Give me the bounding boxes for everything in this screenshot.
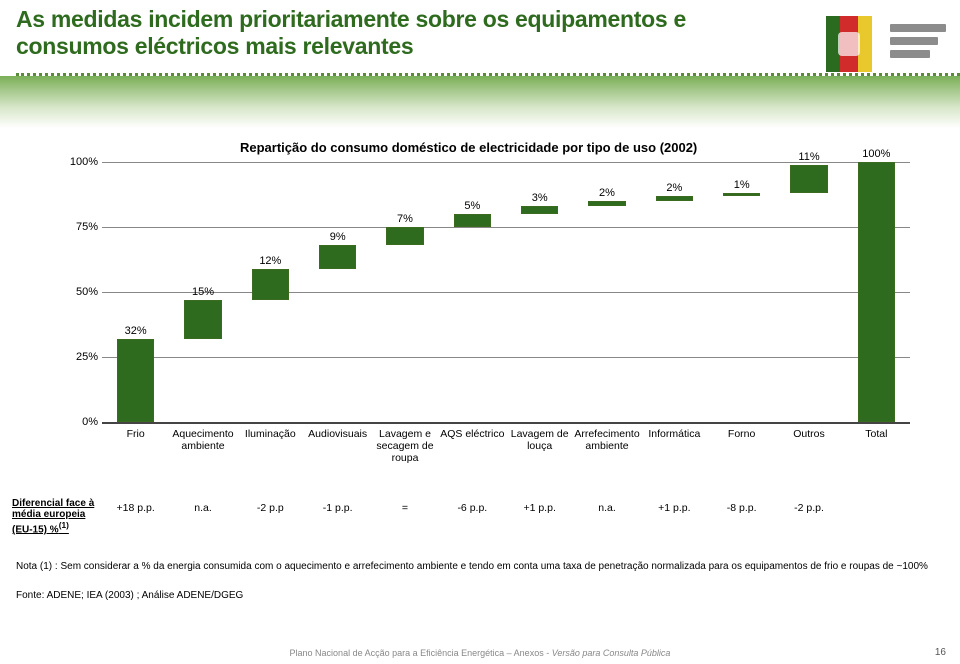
differential-value: -6 p.p.: [457, 502, 487, 514]
bar: [252, 269, 289, 300]
bar: [858, 162, 895, 422]
diff-label-l1: Diferencial face à: [12, 498, 122, 509]
differential-value: -8 p.p.: [727, 502, 757, 514]
differential-value: +1 p.p.: [523, 502, 555, 514]
y-tick-label: 75%: [60, 221, 98, 233]
differential-value: n.a.: [598, 502, 616, 514]
diff-label-l2: média europeia: [12, 509, 122, 520]
bar: [454, 214, 491, 227]
y-tick-label: 100%: [60, 156, 98, 168]
bar-value-label: 2%: [666, 182, 682, 194]
bar-value-label: 11%: [798, 151, 819, 163]
category-label: Lavagem esecagem deroupa: [368, 422, 441, 464]
bar-value-label: 100%: [862, 148, 890, 160]
category-label: Aquecimentoambiente: [166, 422, 239, 452]
category-label: Iluminação: [234, 422, 307, 440]
bar-value-label: 1%: [734, 179, 750, 191]
bar: [184, 300, 221, 339]
y-tick-label: 25%: [60, 351, 98, 363]
differential-label: Diferencial face à média europeia (EU-15…: [12, 498, 122, 535]
logo: [826, 10, 946, 84]
gridline: [102, 357, 910, 358]
category-label: Audiovisuais: [301, 422, 374, 440]
differential-value: n.a.: [194, 502, 212, 514]
footer-italic: Versão para Consulta Pública: [552, 648, 671, 658]
bar: [588, 201, 625, 206]
bar: [790, 165, 827, 194]
category-label: Outros: [772, 422, 845, 440]
differential-value: -1 p.p.: [323, 502, 353, 514]
footer-text: Plano Nacional de Acção para a Eficiênci…: [290, 648, 552, 658]
bar: [319, 245, 356, 268]
bar: [117, 339, 154, 422]
category-label: Arrefecimentoambiente: [570, 422, 643, 452]
category-label: Lavagem delouça: [503, 422, 576, 452]
page-number: 16: [935, 647, 946, 658]
bar-value-label: 32%: [125, 325, 147, 337]
bar: [386, 227, 423, 245]
header-gradient: [0, 76, 960, 128]
category-label: Total: [840, 422, 913, 440]
y-tick-label: 0%: [60, 416, 98, 428]
bar-value-label: 12%: [259, 255, 281, 267]
plot-area: 0%25%50%75%100%32%Frio15%Aquecimentoambi…: [102, 162, 910, 422]
differential-value: -2 p.p: [257, 502, 284, 514]
bar: [656, 196, 693, 201]
bar-value-label: 2%: [599, 187, 615, 199]
category-label: AQS eléctrico: [436, 422, 509, 440]
footnote: Nota (1) : Sem considerar a % da energia…: [16, 560, 940, 574]
bar-value-label: 9%: [330, 231, 346, 243]
bar-value-label: 15%: [192, 286, 214, 298]
gridline: [102, 162, 910, 163]
differential-value: +1 p.p.: [658, 502, 690, 514]
category-label: Frio: [99, 422, 172, 440]
differential-value: -2 p.p.: [794, 502, 824, 514]
gridline: [102, 227, 910, 228]
differential-value: =: [402, 502, 408, 514]
category-label: Forno: [705, 422, 778, 440]
slide: As medidas incidem prioritariamente sobr…: [0, 0, 960, 664]
waterfall-chart: 0%25%50%75%100%32%Frio15%Aquecimentoambi…: [60, 162, 910, 462]
slide-title: As medidas incidem prioritariamente sobr…: [16, 6, 790, 60]
bar-value-label: 5%: [464, 200, 480, 212]
logo-bars-icon: [890, 24, 946, 63]
bar: [723, 193, 760, 196]
differential-values: +18 p.p. n.a. -2 p.p -1 p.p. = -6 p.p. +1 p.p.…: [112, 502, 932, 518]
diff-label-l3: (EU-15) %(1): [12, 520, 122, 535]
flag-icon: [826, 16, 872, 72]
differential-value: +18 p.p.: [117, 502, 155, 514]
footer: Plano Nacional de Acção para a Eficiênci…: [0, 648, 960, 658]
bar: [521, 206, 558, 214]
category-label: Informática: [638, 422, 711, 440]
chart-title: Repartição do consumo doméstico de elect…: [240, 140, 697, 155]
y-tick-label: 50%: [60, 286, 98, 298]
source: Fonte: ADENE; IEA (2003) ; Análise ADENE…: [16, 590, 243, 601]
gridline: [102, 292, 910, 293]
bar-value-label: 7%: [397, 213, 413, 225]
bar-value-label: 3%: [532, 192, 548, 204]
